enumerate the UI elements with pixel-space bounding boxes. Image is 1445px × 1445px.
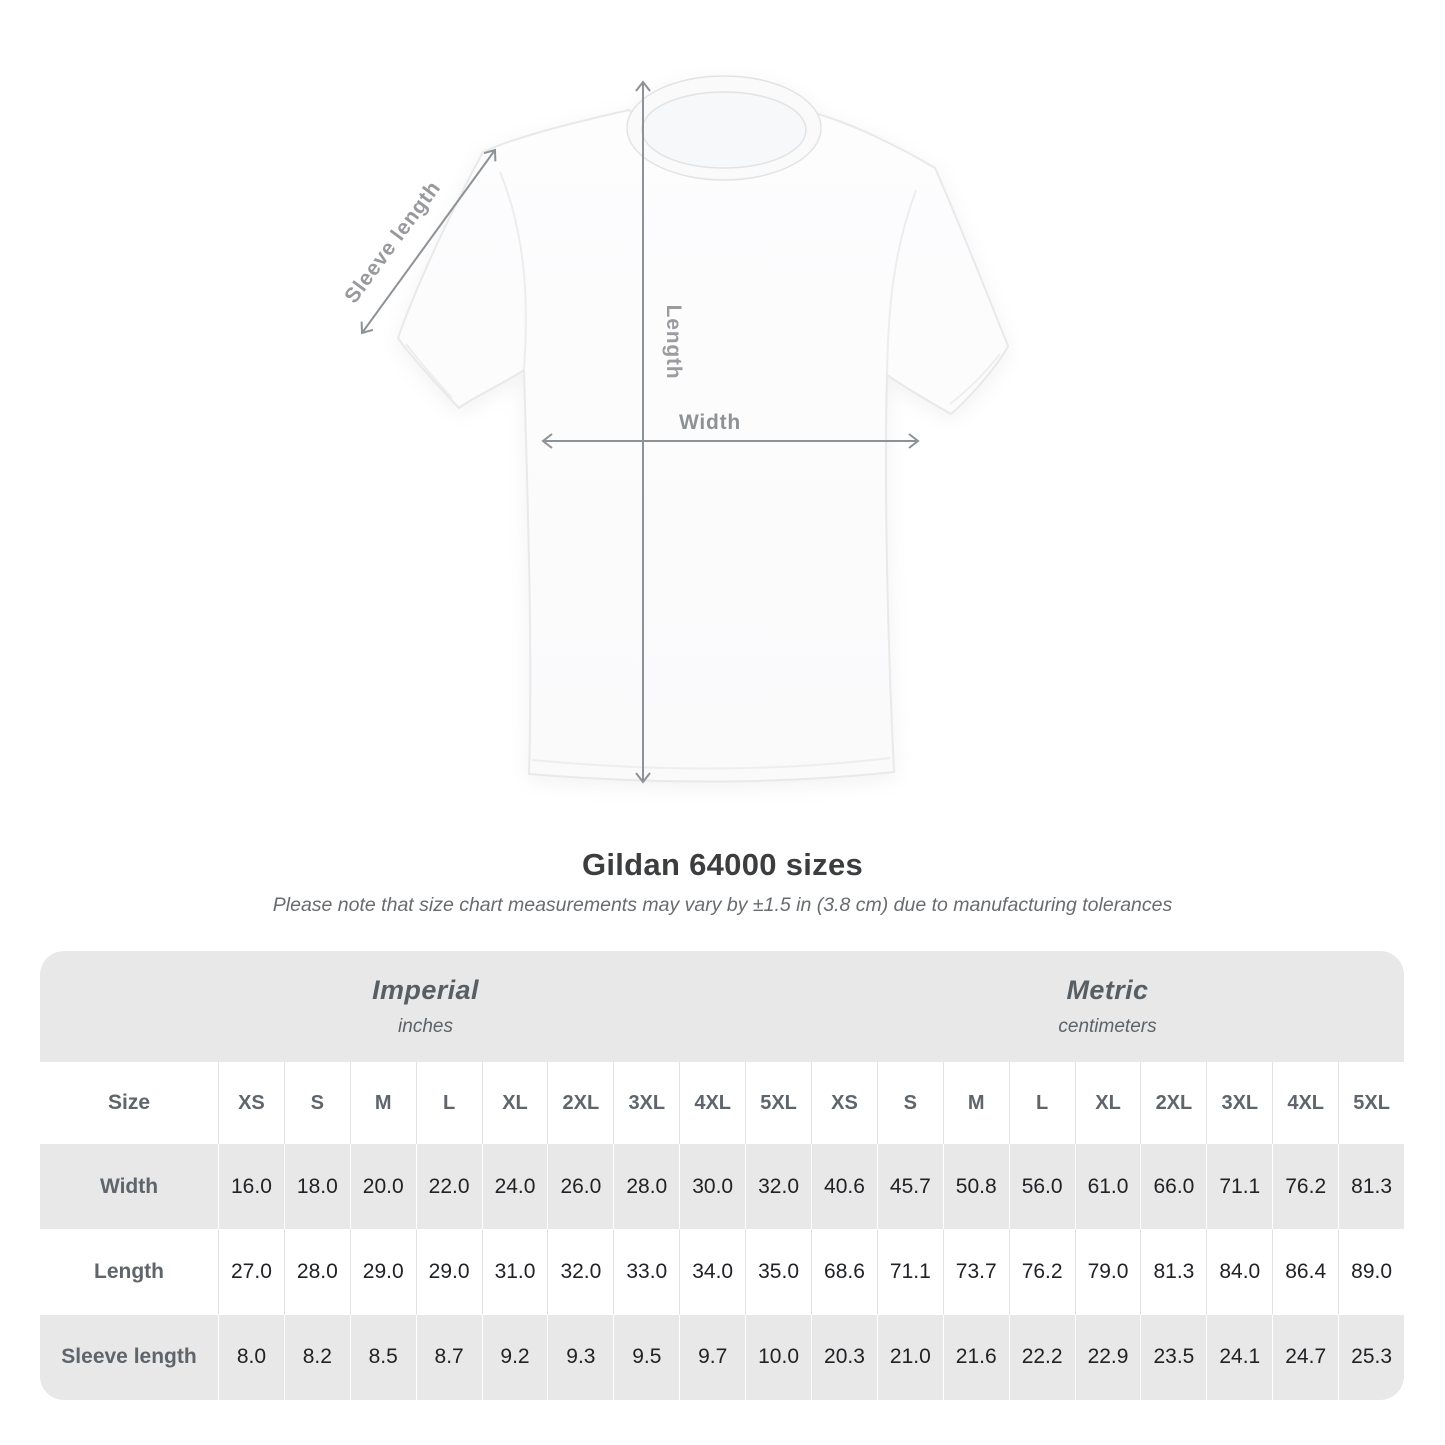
table-cell: 28.0 bbox=[613, 1144, 679, 1230]
table-cell: 18.0 bbox=[283, 1144, 350, 1230]
metric-heading: Metric bbox=[1066, 975, 1149, 1005]
table-cell: 8.0 bbox=[218, 1314, 284, 1400]
table-row-width: Width 16.0 18.0 20.0 22.0 24.0 26.0 28.0… bbox=[40, 1144, 1404, 1230]
table-cell: 24.0 bbox=[481, 1144, 548, 1230]
row-label: Width bbox=[99, 1174, 159, 1198]
table-cell: 89.0 bbox=[1338, 1229, 1404, 1315]
table-cell: 22.9 bbox=[1074, 1314, 1141, 1400]
table-cell: 23.5 bbox=[1140, 1314, 1206, 1400]
unit-band: Imperial inches Metric centimeters bbox=[40, 951, 1404, 1062]
table-cell: 8.2 bbox=[283, 1314, 350, 1400]
shirt-image: Sleeve length Length Width bbox=[340, 75, 1010, 784]
table-cell: 28.0 bbox=[283, 1229, 350, 1315]
page-subtitle: Please note that size chart measurements… bbox=[272, 894, 1173, 916]
length-label: Length bbox=[662, 305, 685, 380]
size-col-header: XL bbox=[1074, 1062, 1141, 1144]
table-cell: 31.0 bbox=[481, 1229, 548, 1315]
table-cell: 20.3 bbox=[811, 1314, 877, 1400]
size-col-header: XS bbox=[218, 1062, 284, 1144]
size-col-header: 4XL bbox=[1272, 1062, 1338, 1144]
table-cell: 86.4 bbox=[1272, 1229, 1338, 1315]
table-cell: 20.0 bbox=[349, 1144, 416, 1230]
table-cell: 61.0 bbox=[1074, 1144, 1141, 1230]
table-cell: 16.0 bbox=[218, 1144, 284, 1230]
size-table: Imperial inches Metric centimeters Size … bbox=[40, 951, 1404, 1400]
table-cell: 29.0 bbox=[415, 1229, 482, 1315]
table-cell: 35.0 bbox=[745, 1229, 811, 1315]
table-cell: 22.0 bbox=[415, 1144, 482, 1230]
size-col-header: M bbox=[349, 1062, 416, 1144]
table-cell: 27.0 bbox=[218, 1229, 284, 1315]
sleeve-length-arrow bbox=[360, 148, 497, 335]
imperial-heading: Imperial bbox=[372, 975, 479, 1005]
table-cell: 84.0 bbox=[1206, 1229, 1272, 1315]
table-cell: 81.3 bbox=[1140, 1229, 1206, 1315]
table-cell: 34.0 bbox=[679, 1229, 745, 1315]
size-col-header: XS bbox=[811, 1062, 877, 1144]
size-col-header: S bbox=[283, 1062, 350, 1144]
table-row-sleeve-length: Sleeve length 8.0 8.2 8.5 8.7 9.2 9.3 9.… bbox=[40, 1314, 1404, 1400]
width-label: Width bbox=[679, 411, 741, 434]
row-label: Sleeve length bbox=[61, 1345, 197, 1369]
table-cell: 30.0 bbox=[679, 1144, 745, 1230]
table-cell: 73.7 bbox=[942, 1229, 1009, 1315]
size-col-header: L bbox=[1008, 1062, 1075, 1144]
imperial-unit: inches bbox=[398, 1016, 453, 1037]
table-cell: 33.0 bbox=[613, 1229, 679, 1315]
metric-unit: centimeters bbox=[1058, 1016, 1157, 1037]
table-cell: 9.2 bbox=[481, 1314, 548, 1400]
size-header-row: Size XS S M L XL 2XL 3XL 4XL 5XL XS S M … bbox=[40, 1062, 1404, 1144]
row-label: Length bbox=[94, 1259, 164, 1283]
table-cell: 21.0 bbox=[876, 1314, 943, 1400]
size-col-header: 4XL bbox=[679, 1062, 745, 1144]
table-cell: 79.0 bbox=[1074, 1229, 1141, 1315]
table-cell: 45.7 bbox=[876, 1144, 943, 1230]
table-cell: 22.2 bbox=[1008, 1314, 1075, 1400]
table-cell: 81.3 bbox=[1338, 1144, 1404, 1230]
table-cell: 71.1 bbox=[1206, 1144, 1272, 1230]
unit-group-imperial: Imperial inches bbox=[40, 951, 811, 1062]
size-col-header: 3XL bbox=[613, 1062, 679, 1144]
table-cell: 56.0 bbox=[1008, 1144, 1075, 1230]
table-cell: 8.5 bbox=[349, 1314, 416, 1400]
table-cell: 29.0 bbox=[349, 1229, 416, 1315]
table-cell: 32.0 bbox=[547, 1229, 613, 1315]
table-cell: 76.2 bbox=[1272, 1144, 1338, 1230]
table-cell: 9.5 bbox=[613, 1314, 679, 1400]
unit-group-metric: Metric centimeters bbox=[811, 951, 1404, 1062]
table-cell: 9.3 bbox=[547, 1314, 613, 1400]
table-row-length: Length 27.0 28.0 29.0 29.0 31.0 32.0 33.… bbox=[40, 1229, 1404, 1315]
size-col-header: 2XL bbox=[1140, 1062, 1206, 1144]
table-cell: 10.0 bbox=[745, 1314, 811, 1400]
table-cell: 76.2 bbox=[1008, 1229, 1075, 1315]
table-cell: 25.3 bbox=[1338, 1314, 1404, 1400]
size-col-header: S bbox=[876, 1062, 943, 1144]
size-col-header: 3XL bbox=[1206, 1062, 1272, 1144]
table-cell: 66.0 bbox=[1140, 1144, 1206, 1230]
size-col-header: 5XL bbox=[1338, 1062, 1404, 1144]
table-cell: 26.0 bbox=[547, 1144, 613, 1230]
table-cell: 50.8 bbox=[942, 1144, 1009, 1230]
table-cell: 32.0 bbox=[745, 1144, 811, 1230]
size-col-header: XL bbox=[481, 1062, 548, 1144]
page-title: Gildan 64000 sizes bbox=[581, 847, 864, 882]
size-col-header: 5XL bbox=[745, 1062, 811, 1144]
table-cell: 24.1 bbox=[1206, 1314, 1272, 1400]
size-col-header: M bbox=[942, 1062, 1009, 1144]
size-col-header: 2XL bbox=[547, 1062, 613, 1144]
size-header-label: Size bbox=[107, 1091, 151, 1114]
table-cell: 71.1 bbox=[876, 1229, 943, 1315]
shirt-measurement-figure: Sleeve length Length Width bbox=[340, 75, 1010, 784]
table-cell: 21.6 bbox=[942, 1314, 1009, 1400]
table-cell: 40.6 bbox=[811, 1144, 877, 1230]
table-cell: 9.7 bbox=[679, 1314, 745, 1400]
table-cell: 8.7 bbox=[415, 1314, 482, 1400]
table-cell: 68.6 bbox=[811, 1229, 877, 1315]
size-col-header: L bbox=[415, 1062, 482, 1144]
table-cell: 24.7 bbox=[1272, 1314, 1338, 1400]
